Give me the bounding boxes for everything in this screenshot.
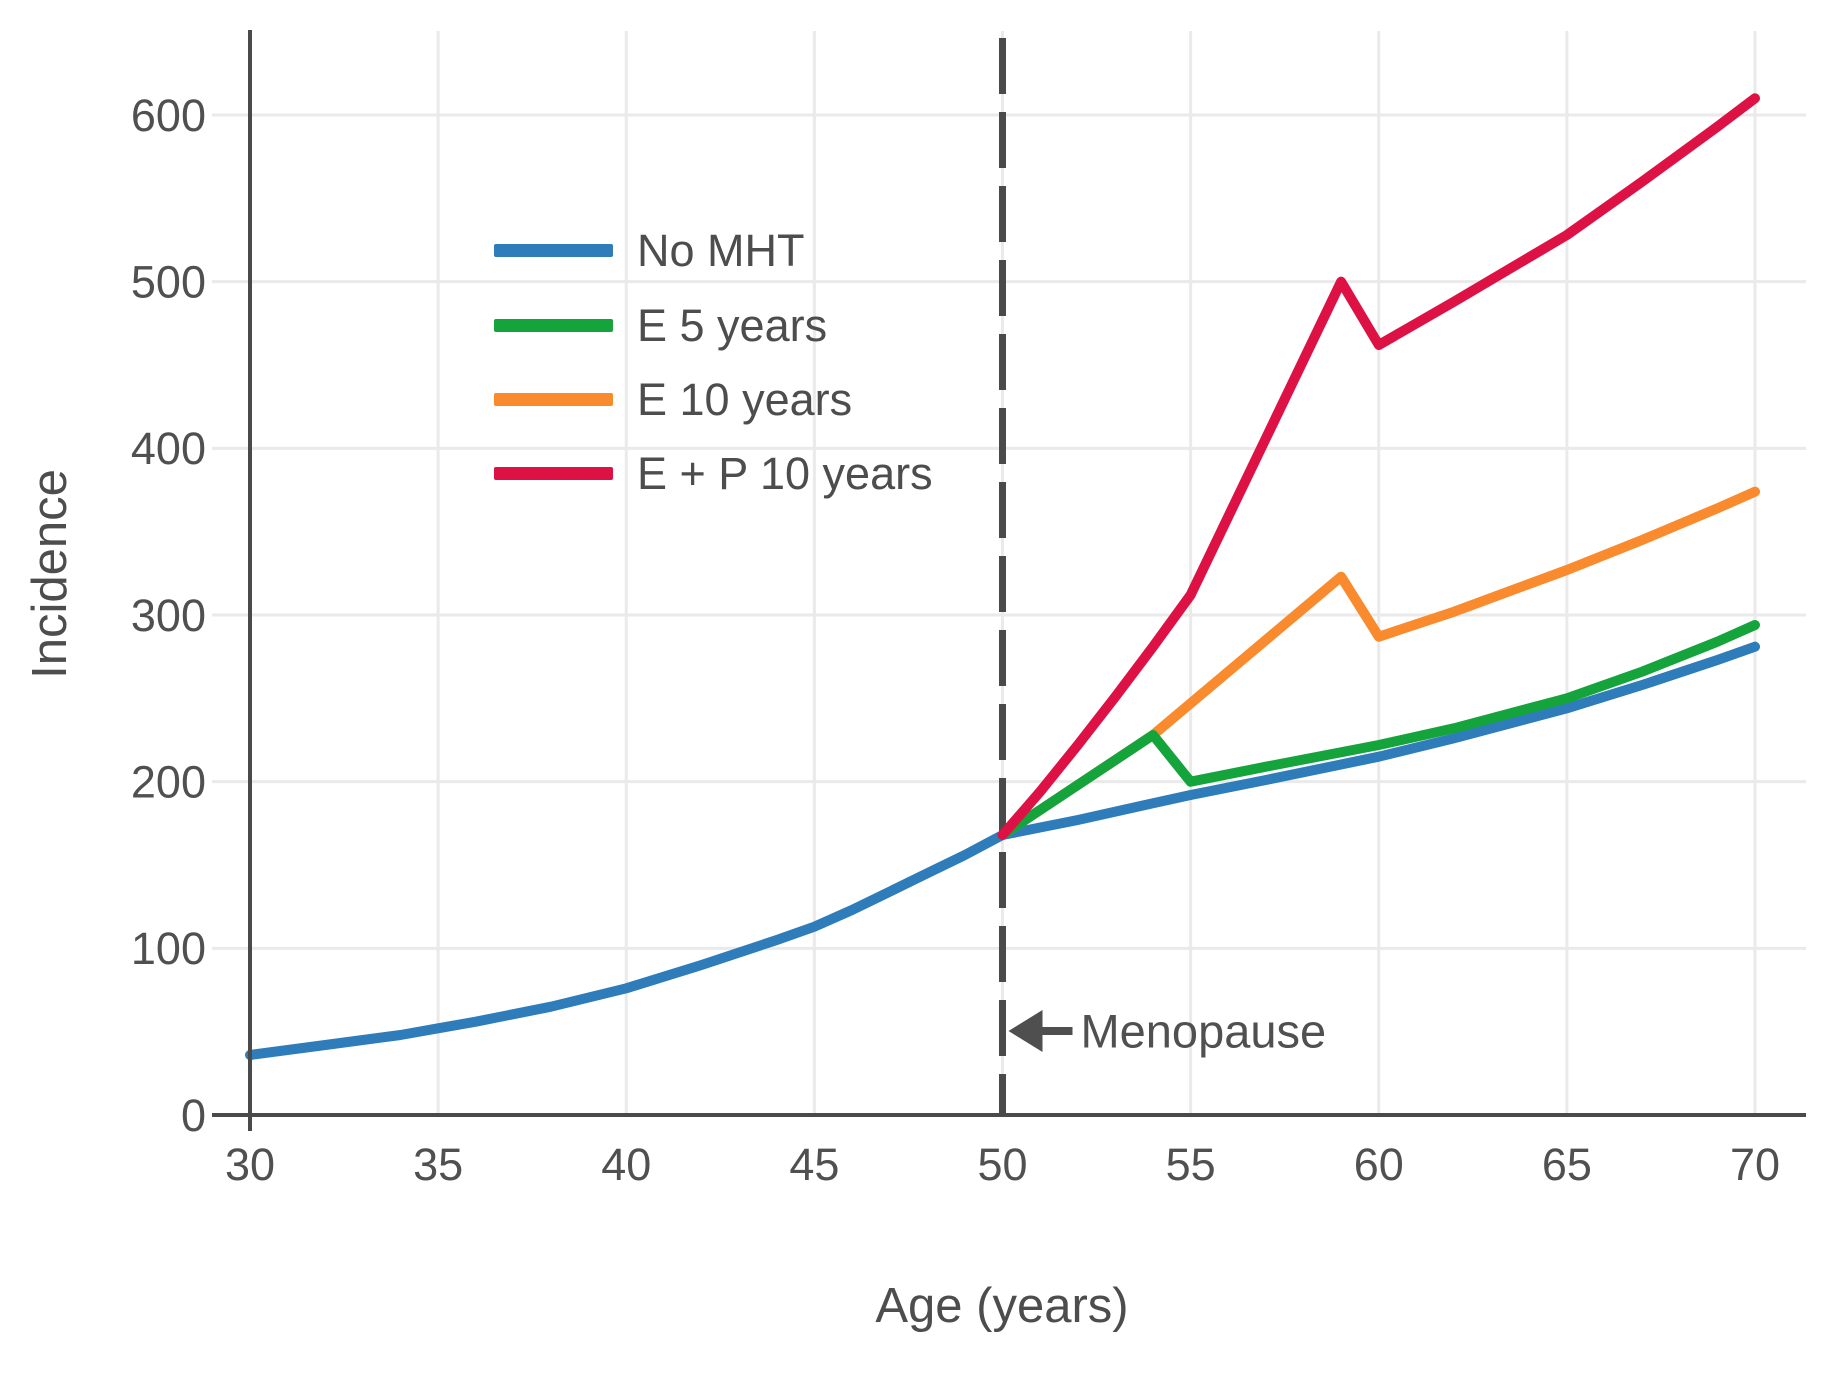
menopause-arrowhead-icon [1008, 1010, 1043, 1052]
legend-label: No MHT [637, 224, 805, 276]
x-axis-title: Age (years) [875, 1279, 1129, 1333]
x-tick-label: 55 [1166, 1139, 1216, 1190]
series-line-e-10-years [997, 486, 1760, 840]
x-tick-label: 65 [1542, 1139, 1592, 1190]
legend-swatch-e-p-10-years [494, 466, 613, 480]
legend-label: E 10 years [637, 373, 853, 425]
series-line-e-5-years [997, 620, 1760, 840]
annotation-layer: Menopause [1008, 1004, 1327, 1057]
series-line-e-p-10-years [997, 93, 1760, 840]
y-tick-label: 400 [131, 423, 206, 474]
y-tick-label: 300 [131, 590, 206, 641]
y-tick-label: 100 [131, 923, 206, 974]
axes-spines-layer [212, 30, 1806, 1131]
legend-item-no-mht: No MHT [494, 227, 805, 273]
menopause-label: Menopause [1081, 1004, 1327, 1057]
x-tick-label: 45 [789, 1139, 839, 1190]
y-tick-label: 200 [131, 756, 206, 807]
x-tick-label: 70 [1730, 1139, 1780, 1190]
tick-labels-layer: 0 100 200 300 400 500 600 30 35 40 45 50 55 60 65 70 [131, 90, 1780, 1190]
x-tick-label: 50 [977, 1139, 1027, 1190]
legend-swatch-e-10-years [494, 392, 613, 406]
x-tick-label: 60 [1354, 1139, 1404, 1190]
series-layer [245, 93, 1760, 1060]
y-tick-label: 0 [181, 1090, 206, 1141]
y-axis-title: Incidence [23, 469, 77, 679]
series-line-no-mht [245, 641, 1760, 1060]
x-tick-label: 30 [225, 1139, 275, 1190]
y-tick-label: 500 [131, 256, 206, 307]
legend-item-e-5-years: E 5 years [494, 302, 827, 348]
legend-label: E + P 10 years [637, 447, 933, 499]
x-tick-label: 40 [601, 1139, 651, 1190]
y-tick-label: 600 [131, 90, 206, 141]
legend-label: E 5 years [637, 299, 828, 351]
legend-swatch-no-mht [494, 243, 613, 257]
legend-item-e-p-10-years: E + P 10 years [494, 450, 933, 496]
x-tick-label: 35 [413, 1139, 463, 1190]
legend-item-e-10-years: E 10 years [494, 376, 852, 422]
legend-swatch-e-5-years [494, 318, 613, 332]
